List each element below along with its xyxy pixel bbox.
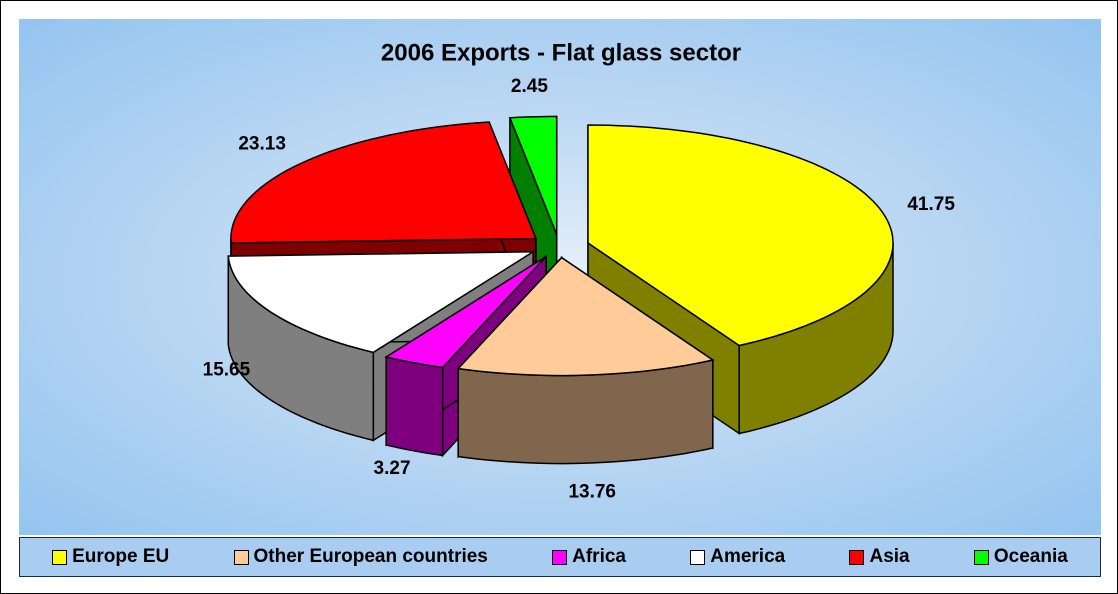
legend-item: Oceania — [973, 546, 1068, 568]
slice — [384, 255, 547, 369]
data-label: 41.75 — [907, 194, 955, 215]
slice — [456, 255, 715, 465]
legend-swatch — [552, 549, 568, 565]
legend-item: Other European countries — [233, 546, 488, 568]
legend-label: America — [710, 546, 786, 567]
slice — [230, 121, 538, 244]
slice — [227, 251, 536, 354]
data-label: 13.76 — [568, 482, 616, 503]
legend-label: Africa — [572, 546, 626, 567]
legend-item: Asia — [849, 546, 910, 568]
data-label: 3.27 — [374, 458, 411, 479]
legend-swatch — [233, 549, 249, 565]
legend-swatch — [52, 549, 68, 565]
legend-item: Europe EU — [52, 546, 169, 568]
slice — [587, 124, 894, 347]
legend-swatch — [973, 549, 989, 565]
slice — [508, 115, 558, 235]
legend-label: Asia — [869, 546, 910, 567]
legend-swatch — [849, 549, 865, 565]
legend-label: Europe EU — [72, 546, 170, 567]
legend: Europe EU Other European countries Africa A… — [19, 537, 1101, 577]
slice — [587, 124, 894, 435]
legend-swatch — [690, 549, 706, 565]
chart-title: 2006 Exports - Flat glass sector — [381, 39, 741, 66]
slice-outer-side — [385, 356, 444, 457]
legend-item: America — [690, 546, 785, 568]
data-label: 2.45 — [511, 76, 548, 97]
data-label: 15.65 — [203, 360, 251, 381]
slice — [456, 256, 715, 377]
legend-item: Africa — [552, 546, 626, 568]
legend-label: Oceania — [993, 546, 1068, 567]
legend-label: Other European countries — [253, 546, 488, 567]
data-label: 23.13 — [238, 133, 286, 154]
